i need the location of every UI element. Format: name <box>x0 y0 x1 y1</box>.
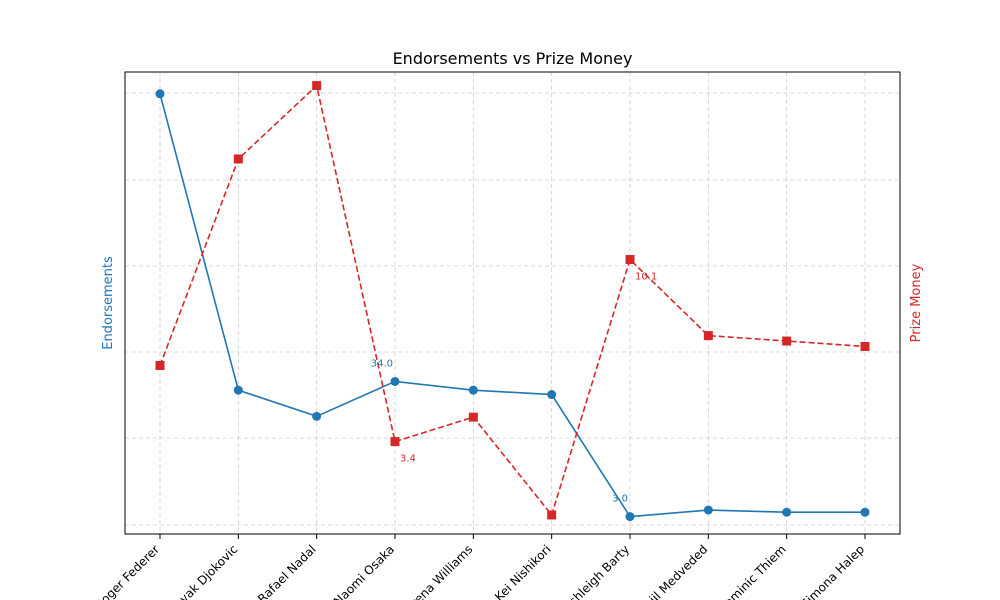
series-line <box>159 84 866 517</box>
data-point <box>233 154 243 164</box>
data-point <box>860 507 870 517</box>
data-point <box>390 376 400 386</box>
data-point <box>155 89 165 99</box>
data-point <box>312 411 322 421</box>
x-tick-label: Novak Djokovic <box>165 542 240 600</box>
plot-frame <box>124 71 901 535</box>
data-point <box>860 341 870 351</box>
x-tick-label: Kei Nishikori <box>492 542 554 600</box>
data-point <box>625 255 635 265</box>
y-axis-label-left: Endorsements <box>101 256 116 350</box>
data-point <box>468 412 478 422</box>
x-axis: Roger Federer Novak Djokovic Rafael Nadal N… <box>92 534 867 600</box>
x-tick-label: Daniil Medveded <box>630 542 711 600</box>
data-point <box>625 512 635 522</box>
data-point <box>703 505 713 515</box>
y-axis-label-right: Prize Money <box>909 263 924 342</box>
series-lines <box>159 84 866 518</box>
x-tick-label: Roger Federer <box>92 542 162 600</box>
x-tick-label: Rafael Nadal <box>255 542 319 600</box>
x-tick-label: Dominic Thiem <box>715 542 789 600</box>
grid <box>125 72 900 534</box>
data-label: 3.0 <box>612 494 628 505</box>
data-label: 3.4 <box>400 454 416 465</box>
data-point <box>233 385 243 395</box>
chart-title: Endorsements vs Prize Money <box>393 49 633 68</box>
data-point <box>547 510 557 520</box>
data-point <box>547 390 557 400</box>
data-label: 10.1 <box>635 272 657 283</box>
data-point <box>703 331 713 341</box>
series-line <box>159 93 865 518</box>
data-point <box>312 81 322 91</box>
data-point <box>468 385 478 395</box>
data-point <box>782 336 792 346</box>
x-tick-label: Serena Williams <box>398 542 476 600</box>
data-label: 34.0 <box>371 358 393 369</box>
annotations: 34.0 3.0 3.4 10.1 <box>371 272 658 505</box>
x-tick-label: Naomi Osaka <box>331 542 397 600</box>
data-point <box>155 361 165 371</box>
series-markers <box>155 81 870 522</box>
x-tick-label: Ashleigh Barty <box>560 542 632 600</box>
data-point <box>390 437 400 447</box>
x-tick-label: Simona Halep <box>798 542 867 600</box>
data-point <box>782 507 792 517</box>
